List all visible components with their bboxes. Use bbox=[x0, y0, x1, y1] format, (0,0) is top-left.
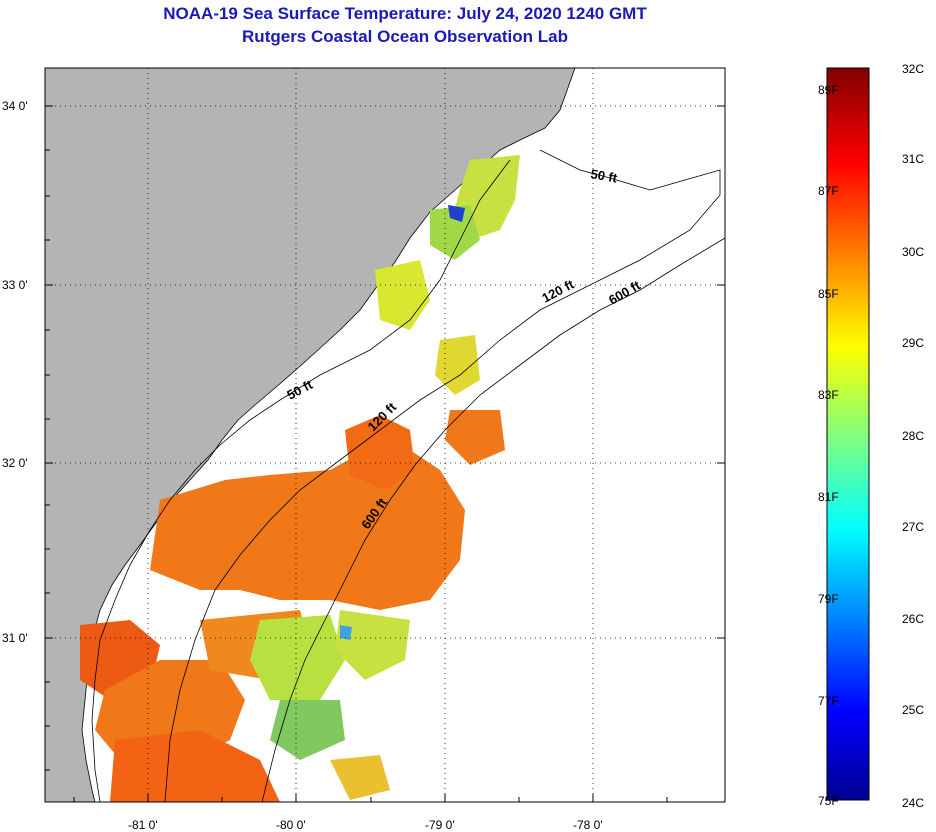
colorbar-label-f: 83F bbox=[818, 388, 839, 402]
colorbar-label-c: 29C bbox=[902, 336, 925, 350]
colorbar-label-c: 24C bbox=[902, 796, 925, 810]
colorbar-label-f: 81F bbox=[818, 490, 839, 504]
isobath-600ft bbox=[261, 237, 725, 802]
colorbar-label-f: 75F bbox=[818, 794, 839, 808]
colorbar-scale bbox=[826, 67, 870, 801]
graticule bbox=[45, 68, 725, 802]
lon-label: -79 0' bbox=[425, 818, 455, 832]
lon-label: -78 0' bbox=[573, 818, 603, 832]
colorbar-label-c: 28C bbox=[902, 429, 925, 443]
lat-label: 32 0' bbox=[2, 456, 28, 470]
colorbar-label-c: 32C bbox=[902, 62, 925, 76]
axis-ticks bbox=[45, 105, 725, 802]
colorbar-label-f: 87F bbox=[818, 184, 839, 198]
lat-label: 33 0' bbox=[2, 278, 28, 292]
isobath-120ft bbox=[164, 169, 721, 802]
colorbar-label-c: 27C bbox=[902, 520, 925, 534]
colorbar-label-f: 89F bbox=[818, 83, 839, 97]
colorbar: 89F 87F 85F 83F 81F 79F 77F 75F 32C 31C … bbox=[818, 60, 936, 810]
title-line-2: Rutgers Coastal Ocean Observation Lab bbox=[242, 27, 568, 46]
lat-label: 34 0' bbox=[2, 99, 28, 113]
colorbar-label-f: 85F bbox=[818, 287, 839, 301]
isobath-50ft bbox=[91, 149, 651, 802]
lon-label: -80 0' bbox=[276, 818, 306, 832]
contour-label-50ft: 50 ft bbox=[589, 166, 619, 186]
colorbar-label-c: 25C bbox=[902, 703, 925, 717]
sst-cool-patches bbox=[250, 155, 520, 800]
colorbar-label-c: 26C bbox=[902, 612, 925, 626]
lon-label: -81 0' bbox=[128, 818, 158, 832]
colorbar-label-f: 79F bbox=[818, 592, 839, 606]
lat-label: 31 0' bbox=[2, 631, 28, 645]
colorbar-label-f: 77F bbox=[818, 694, 839, 708]
colorbar-label-c: 31C bbox=[902, 152, 925, 166]
title-line-1: NOAA-19 Sea Surface Temperature: July 24… bbox=[163, 4, 647, 23]
map-frame bbox=[44, 67, 726, 803]
colorbar-label-c: 30C bbox=[902, 245, 925, 259]
sst-map: 34 0' 33 0' 32 0' 31 0' -81 0' -80 0' -7… bbox=[2, 67, 726, 832]
